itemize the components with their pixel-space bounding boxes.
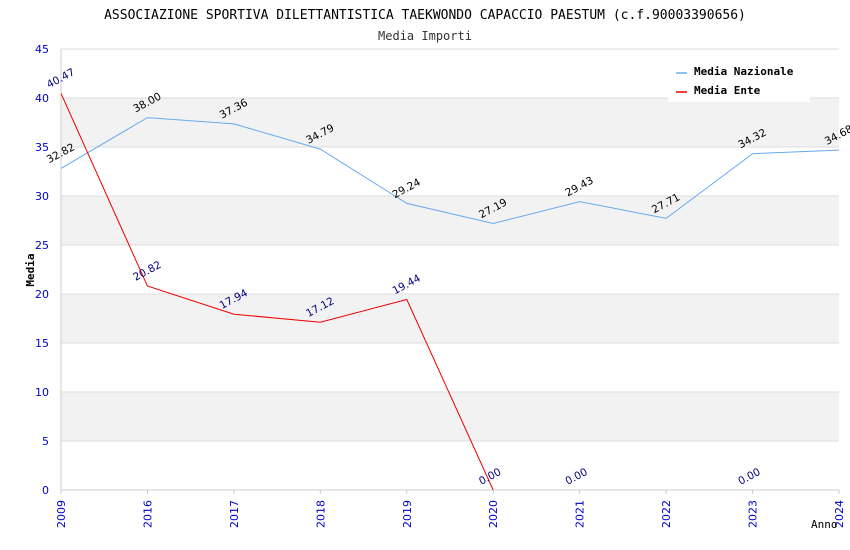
x-tick-label: 2018	[314, 500, 327, 528]
y-tick-label: 30	[35, 190, 49, 203]
x-tick-label: 2022	[660, 500, 673, 528]
legend-label-nazionale: Media Nazionale	[694, 65, 794, 78]
chart-subtitle: Media Importi	[378, 29, 472, 43]
y-axis-label: Media	[24, 253, 37, 286]
x-tick-label: 2016	[141, 500, 154, 528]
gridlines	[61, 48, 839, 491]
y-tick-label: 35	[35, 141, 49, 154]
legend-box	[668, 56, 810, 102]
data-label-1: 0.00	[736, 466, 762, 488]
chart-title: ASSOCIAZIONE SPORTIVA DILETTANTISTICA TA…	[104, 8, 746, 23]
series-lines	[60, 93, 840, 491]
x-axis-label: Anno	[811, 518, 838, 531]
y-tick-label: 25	[35, 239, 49, 252]
legend-label-ente: Media Ente	[694, 84, 761, 97]
data-label-1: 0.00	[563, 466, 589, 488]
x-tick-label: 2023	[747, 500, 760, 528]
x-tick-label: 2021	[574, 500, 587, 528]
axes	[60, 49, 840, 494]
x-tick-label: 2019	[401, 500, 414, 528]
y-tick-label: 15	[35, 337, 49, 350]
series-line-0	[60, 117, 840, 225]
axis-ticks: 0 5 10 15 20 25 30 35 40 45 2009 2016 2017 2018 2019 20…	[35, 43, 846, 528]
legend: Media Nazionale Media Ente	[668, 56, 810, 102]
x-tick-label: 2009	[55, 500, 68, 528]
y-tick-label: 20	[35, 288, 49, 301]
data-label-1: 20.82	[131, 259, 163, 284]
y-tick-label: 40	[35, 92, 49, 105]
x-tick-label: 2020	[487, 500, 500, 528]
y-tick-label: 45	[35, 43, 49, 56]
x-tick-label: 2017	[228, 500, 241, 528]
y-tick-label: 10	[35, 386, 49, 399]
data-label-1: 19.44	[391, 272, 423, 297]
band-5	[61, 392, 839, 441]
x-tick-label: 2024	[833, 500, 846, 528]
y-tick-label: 0	[42, 484, 49, 497]
band-25	[61, 196, 839, 245]
series-line-1	[60, 93, 494, 491]
background-bands	[61, 98, 839, 441]
y-tick-label: 5	[42, 435, 49, 448]
band-15	[61, 294, 839, 343]
band-35	[61, 98, 839, 147]
